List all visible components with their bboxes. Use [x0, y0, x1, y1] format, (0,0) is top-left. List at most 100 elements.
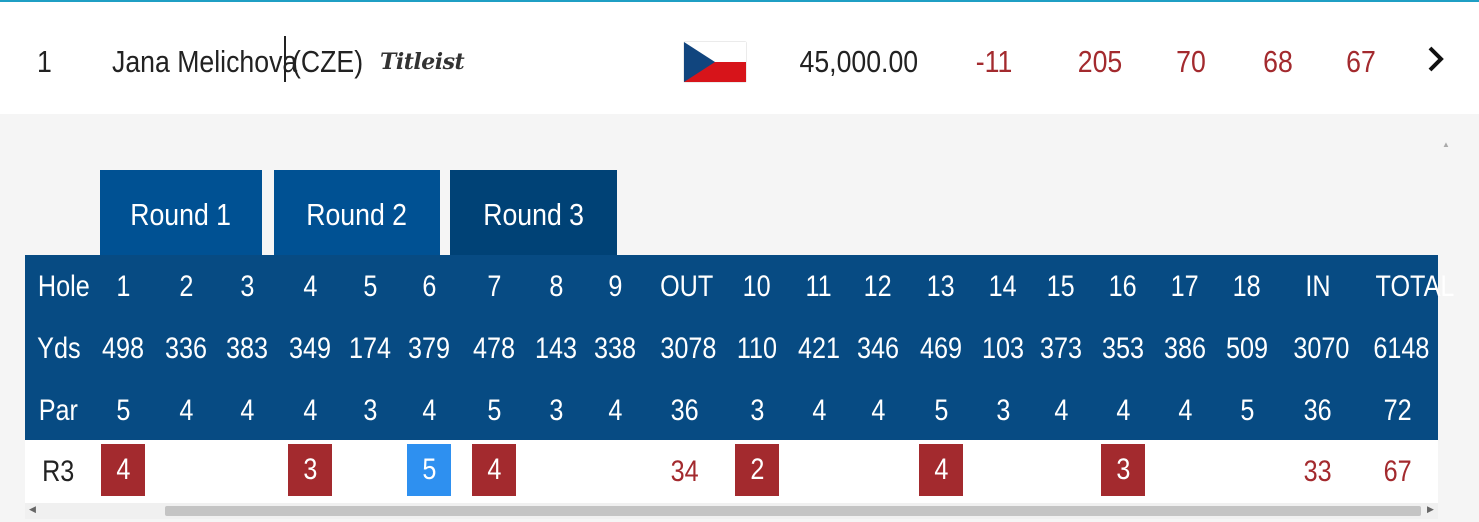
hole-cell: 11 [805, 270, 833, 303]
score-cell-par: 5 [1239, 455, 1255, 488]
score-cell-par: 3 [548, 455, 564, 488]
hole-cell: 15 [1046, 270, 1076, 303]
par-cell: 5 [933, 394, 949, 427]
par-cell: 36 [1303, 394, 1333, 427]
score-cell-par: 3 [995, 455, 1011, 488]
score-cell-bogey: 5 [407, 444, 451, 496]
yds-cell: 338 [593, 332, 637, 365]
sponsor-logo: Titleist [380, 49, 465, 75]
hole-cell: OUT [660, 270, 714, 303]
hole-cell: 13 [926, 270, 956, 303]
yds-cell: 379 [407, 332, 451, 365]
par-cell: 4 [1053, 394, 1069, 427]
yds-cell: 174 [348, 332, 392, 365]
yds-cell: 3070 [1293, 332, 1350, 365]
yds-cell: 469 [919, 332, 963, 365]
row-label-yds: Yds [37, 332, 81, 365]
player-country-code: (CZE) [292, 44, 364, 79]
par-cell: 3 [362, 394, 378, 427]
scorecard-header [25, 255, 1438, 440]
par-cell: 4 [239, 394, 255, 427]
par-cell: 4 [870, 394, 886, 427]
score-cell-par: 4 [178, 455, 194, 488]
hole-cell: 3 [239, 270, 255, 303]
score-cell-par: 4 [811, 455, 827, 488]
par-cell: 36 [670, 394, 700, 427]
score-cell-subtotal: 34 [670, 455, 700, 488]
yds-cell: 346 [856, 332, 900, 365]
hole-cell: TOTAL [1375, 270, 1455, 303]
score-cell-birdie: 4 [472, 444, 516, 496]
par-cell: 3 [749, 394, 765, 427]
score-cell-birdie: 2 [735, 444, 779, 496]
player-name: Jana Melichova [112, 44, 298, 79]
scroll-up-arrow-icon[interactable]: ▲ [1442, 140, 1450, 149]
yds-cell: 498 [101, 332, 145, 365]
score-cell-birdie: 4 [101, 444, 145, 496]
scroll-right-arrow-icon[interactable]: ▶ [1427, 504, 1434, 514]
score-cell-par: 4 [870, 455, 886, 488]
score-cell-par: 4 [239, 455, 255, 488]
score-cell-subtotal: 67 [1383, 455, 1413, 488]
hole-cell: 5 [362, 270, 378, 303]
yds-cell: 373 [1039, 332, 1083, 365]
par-cell: 4 [1177, 394, 1193, 427]
hole-cell: 4 [302, 270, 318, 303]
tab-round-1[interactable]: Round 1 [100, 170, 262, 255]
score-cell-birdie: 4 [919, 444, 963, 496]
hole-cell: 7 [486, 270, 502, 303]
score-cell-par: 4 [1177, 455, 1193, 488]
hole-cell: 16 [1108, 270, 1138, 303]
tab-round-3[interactable]: Round 3 [450, 170, 617, 255]
hole-cell: 6 [421, 270, 437, 303]
tab-round-2[interactable]: Round 2 [274, 170, 440, 255]
par-cell: 5 [115, 394, 131, 427]
hole-cell: 8 [548, 270, 564, 303]
par-cell: 3 [548, 394, 564, 427]
score-cell-subtotal: 33 [1303, 455, 1333, 488]
par-cell: 4 [1115, 394, 1131, 427]
hole-cell: 14 [988, 270, 1018, 303]
par-cell: 4 [302, 394, 318, 427]
score-cell-birdie: 3 [1101, 444, 1145, 496]
player-round1-score: 70 [1176, 44, 1206, 79]
chevron-right-icon[interactable] [1426, 44, 1446, 82]
par-cell: 4 [421, 394, 437, 427]
yds-cell: 386 [1163, 332, 1207, 365]
yds-cell: 478 [472, 332, 516, 365]
player-round3-score: 67 [1346, 44, 1376, 79]
hole-cell: 1 [115, 270, 131, 303]
par-cell: 72 [1383, 394, 1413, 427]
scorecard-score-row [25, 440, 1438, 503]
yds-cell: 336 [164, 332, 208, 365]
player-round2-score: 68 [1263, 44, 1293, 79]
par-cell: 4 [811, 394, 827, 427]
top-accent-line [0, 0, 1479, 2]
par-cell: 3 [995, 394, 1011, 427]
yds-cell: 143 [534, 332, 578, 365]
scrollbar-thumb[interactable] [165, 506, 1421, 516]
hole-cell: 17 [1170, 270, 1200, 303]
yds-cell: 353 [1101, 332, 1145, 365]
row-label-par: Par [38, 394, 78, 427]
score-cell-par: 4 [1053, 455, 1069, 488]
row-label-hole: Hole [37, 270, 90, 303]
player-position: 1 [37, 44, 52, 79]
yds-cell: 509 [1225, 332, 1269, 365]
scroll-left-arrow-icon[interactable]: ◀ [29, 504, 36, 514]
horizontal-scrollbar[interactable]: ◀ ▶ [25, 503, 1438, 519]
yds-cell: 383 [225, 332, 269, 365]
hole-cell: 18 [1232, 270, 1262, 303]
czech-flag-icon [684, 42, 746, 82]
hole-cell: 9 [607, 270, 623, 303]
yds-cell: 349 [288, 332, 332, 365]
row-label-round-score: R3 [41, 455, 75, 488]
hole-cell: 12 [863, 270, 893, 303]
yds-cell: 3078 [660, 332, 717, 365]
player-row[interactable]: 1 Jana Melichova (CZE) Titleist 45,000.0… [0, 2, 1479, 114]
text-cursor [284, 36, 286, 82]
par-cell: 4 [607, 394, 623, 427]
score-cell-par: 3 [362, 455, 378, 488]
hole-cell: IN [1305, 270, 1331, 303]
par-cell: 4 [178, 394, 194, 427]
